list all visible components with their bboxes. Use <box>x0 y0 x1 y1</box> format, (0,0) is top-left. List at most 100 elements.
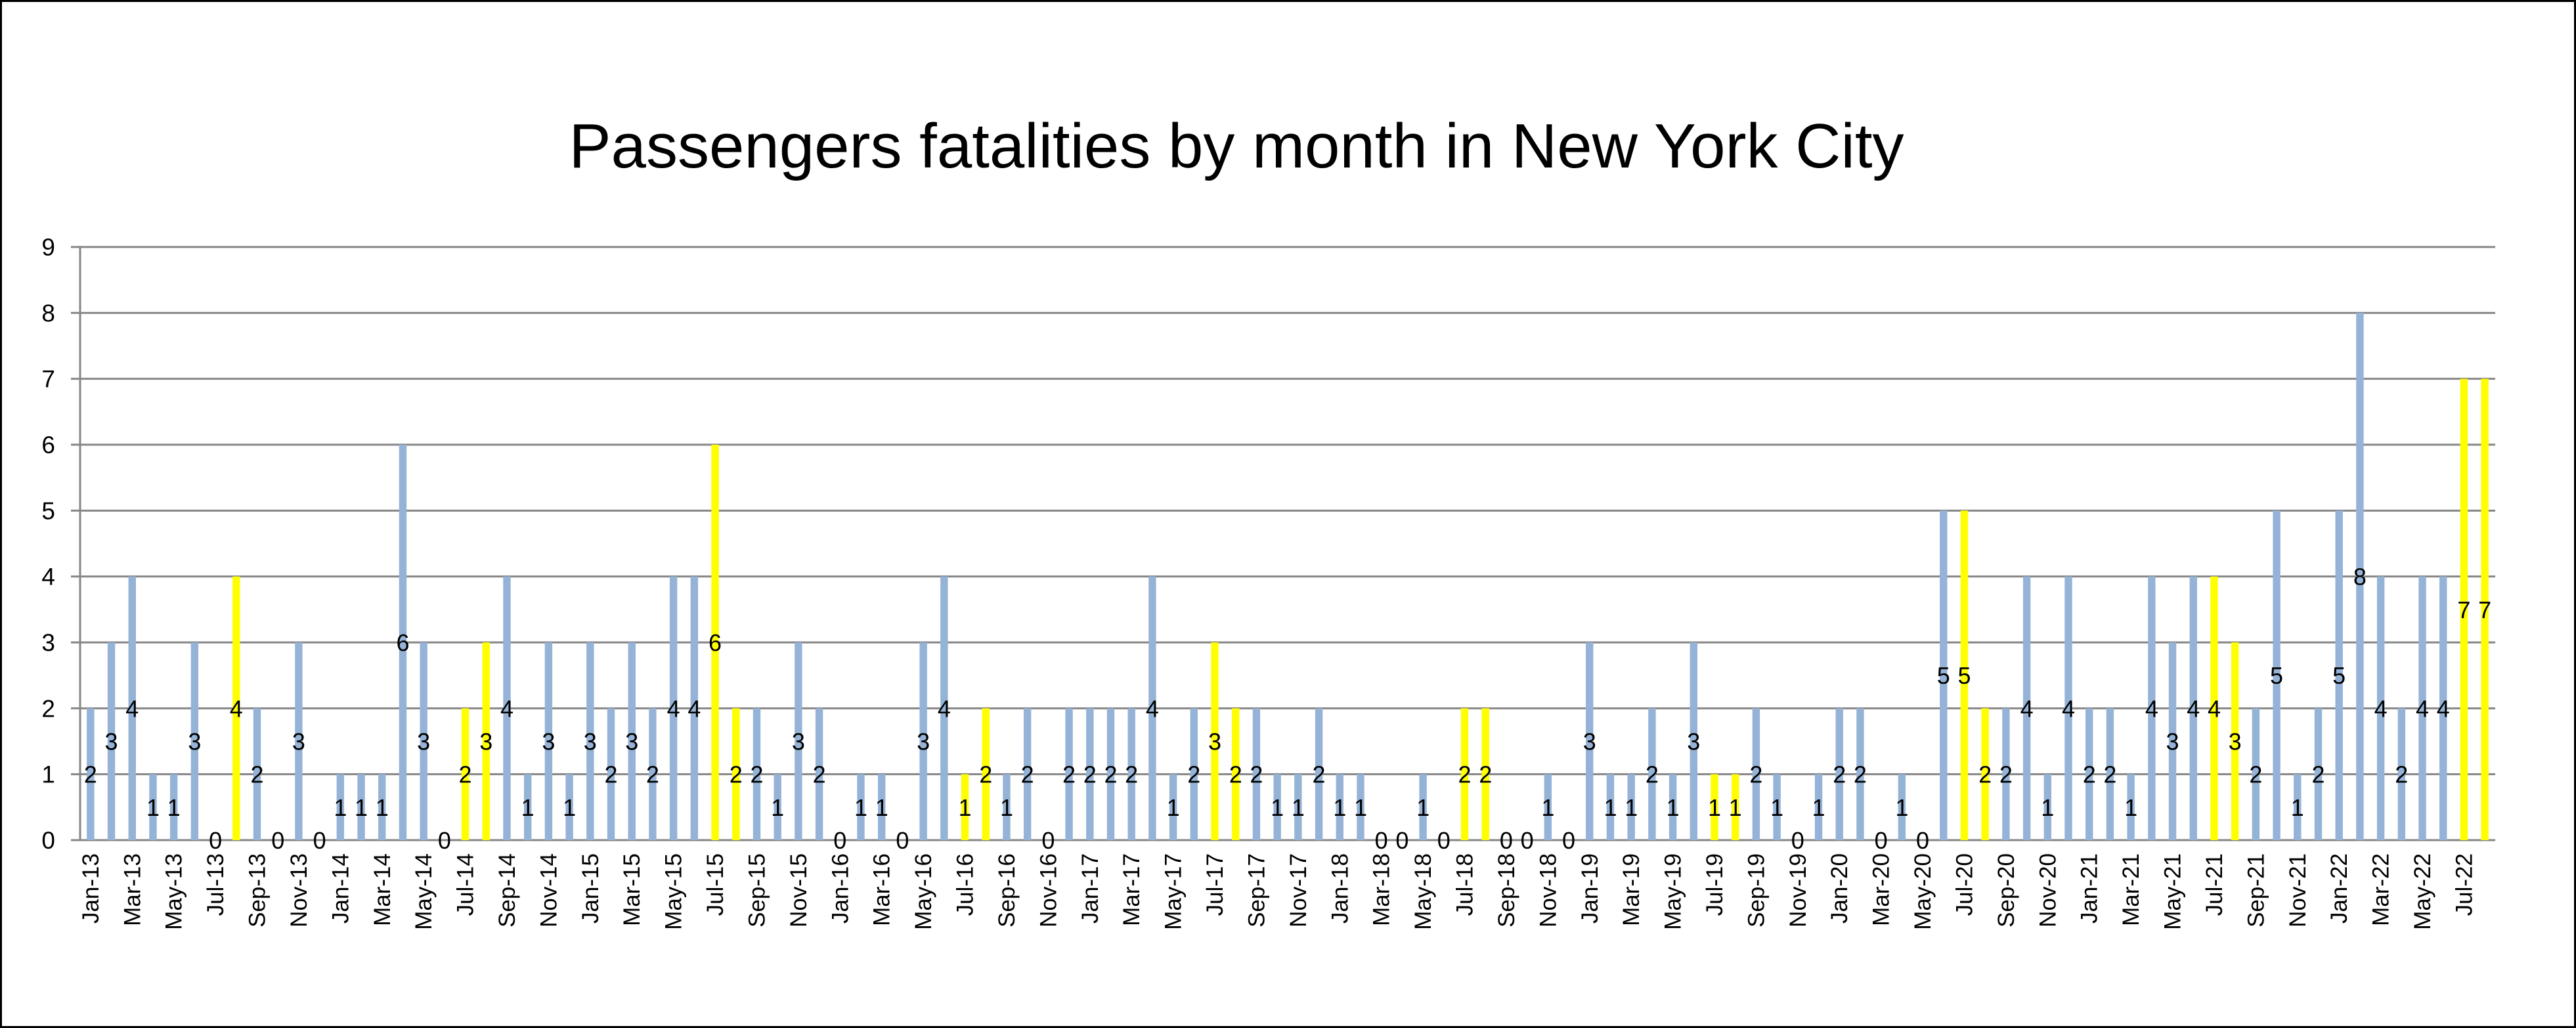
data-label: 1 <box>771 794 784 821</box>
bar <box>1273 774 1281 840</box>
data-label: 3 <box>542 728 555 755</box>
x-tick-label: May-13 <box>162 853 187 930</box>
bar <box>2085 708 2093 840</box>
x-tick-label: Mar-14 <box>370 853 395 926</box>
x-tick-label: Jan-13 <box>78 853 104 924</box>
x-tick-label: May-14 <box>411 853 437 930</box>
data-label: 2 <box>1104 761 1117 788</box>
x-tick-label: Nov-14 <box>536 853 561 927</box>
bar <box>1232 708 1240 840</box>
data-label: 2 <box>1083 761 1097 788</box>
x-tick-label: May-21 <box>2160 853 2186 930</box>
bar <box>2252 708 2260 840</box>
bar <box>1481 708 1489 840</box>
data-label: 2 <box>1978 761 1992 788</box>
bar <box>1544 774 1552 840</box>
data-label: 3 <box>188 728 201 755</box>
y-tick-label: 4 <box>41 564 55 591</box>
data-label: 2 <box>1229 761 1242 788</box>
bar <box>107 642 116 840</box>
data-label: 1 <box>563 794 576 821</box>
data-label: 2 <box>646 761 659 788</box>
data-label: 1 <box>1667 794 1680 821</box>
data-label: 0 <box>1395 827 1408 854</box>
x-tick-label: Nov-20 <box>2035 853 2061 927</box>
bar <box>523 774 532 840</box>
bar <box>1940 510 1948 840</box>
bar <box>2148 576 2156 840</box>
bar <box>503 576 511 840</box>
bar <box>169 774 178 840</box>
data-label: 0 <box>209 827 222 854</box>
bar <box>399 445 407 840</box>
data-label: 2 <box>730 761 743 788</box>
data-label: 3 <box>792 728 805 755</box>
data-label: 1 <box>167 794 181 821</box>
data-label: 2 <box>1999 761 2013 788</box>
data-label: 5 <box>2270 662 2283 689</box>
data-label: 1 <box>376 794 389 821</box>
y-tick-label: 5 <box>41 497 55 524</box>
x-tick-label: Jan-15 <box>578 853 603 924</box>
data-label: 2 <box>979 761 992 788</box>
y-tick-label: 2 <box>41 695 55 722</box>
data-label: 2 <box>1062 761 1076 788</box>
x-tick-label: Jan-20 <box>1827 853 1852 924</box>
data-label: 4 <box>938 695 951 722</box>
bar <box>190 642 199 840</box>
y-tick-label: 6 <box>41 432 55 458</box>
bar <box>2418 576 2426 840</box>
data-label: 1 <box>1416 794 1430 821</box>
bar <box>2043 774 2052 840</box>
bar <box>982 708 990 840</box>
bar <box>1460 708 1469 840</box>
data-label: 2 <box>459 761 472 788</box>
bar <box>1419 774 1427 840</box>
bar <box>2168 642 2177 840</box>
data-label: 4 <box>667 695 680 722</box>
data-label: 2 <box>605 761 618 788</box>
data-label: 3 <box>2166 728 2179 755</box>
data-label: 2 <box>250 761 263 788</box>
x-tick-label: Nov-17 <box>1286 853 1311 927</box>
data-label: 0 <box>438 827 451 854</box>
data-label: 1 <box>1292 794 1305 821</box>
bar <box>2210 576 2218 840</box>
data-label: 4 <box>230 695 243 722</box>
x-tick-label: Jul-16 <box>953 853 978 916</box>
bar <box>420 642 427 840</box>
bar <box>940 576 948 840</box>
data-label: 2 <box>1854 761 1867 788</box>
x-tick-label: Mar-20 <box>1869 853 1894 926</box>
x-tick-label: Mar-15 <box>619 853 645 926</box>
x-tick-label: Jan-16 <box>827 853 853 924</box>
data-label: 1 <box>1000 794 1013 821</box>
bar <box>87 708 95 840</box>
bar <box>669 576 678 840</box>
bar <box>2127 774 2135 840</box>
data-label: 6 <box>709 629 722 656</box>
data-label: 4 <box>2145 695 2158 722</box>
data-label: 2 <box>2103 761 2116 788</box>
bar <box>649 708 657 840</box>
data-label: 2 <box>1479 761 1492 788</box>
y-tick-label: 8 <box>41 300 55 326</box>
data-label: 4 <box>2374 695 2388 722</box>
data-label: 8 <box>2353 564 2367 591</box>
data-label: 6 <box>396 629 409 656</box>
data-label: 0 <box>271 827 284 854</box>
chart-title: Passengers fatalities by month in New Yo… <box>569 111 1904 181</box>
x-tick-label: May-22 <box>2410 853 2435 930</box>
bar <box>1127 708 1135 840</box>
data-label: 3 <box>479 728 492 755</box>
data-label: 2 <box>1187 761 1200 788</box>
bar <box>690 576 699 840</box>
data-label: 0 <box>1437 827 1451 854</box>
x-tick-label: Sep-15 <box>744 853 770 927</box>
x-tick-label: Jan-14 <box>328 853 353 924</box>
bar <box>1357 774 1364 840</box>
data-label: 2 <box>84 761 97 788</box>
bar <box>2439 576 2447 840</box>
data-label: 2 <box>813 761 826 788</box>
